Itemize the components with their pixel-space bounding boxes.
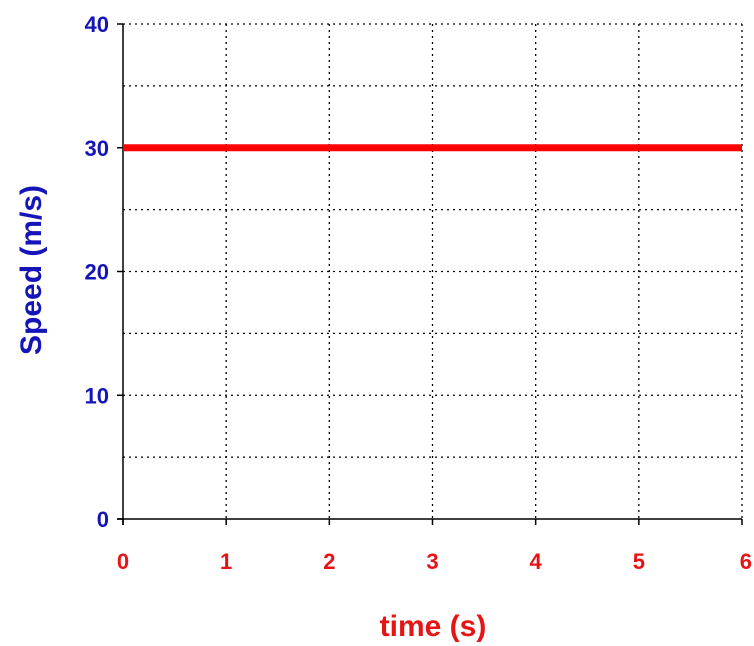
y-tick-label: 0 (97, 507, 109, 532)
y-tick-label: 40 (85, 12, 109, 37)
x-tick-label: 5 (633, 549, 645, 574)
tick-labels: 0 10 20 30 40 0 1 2 3 4 5 6 (85, 12, 752, 574)
x-tick-label: 3 (426, 549, 438, 574)
x-tick-label: 2 (323, 549, 335, 574)
x-tick-label: 1 (220, 549, 232, 574)
y-tick-label: 30 (85, 136, 109, 161)
axes (117, 23, 743, 525)
x-axis-title: time (s) (380, 610, 487, 643)
x-tick-label: 4 (530, 549, 543, 574)
y-axis-title: Speed (m/s) (15, 185, 48, 355)
y-tick-label: 10 (85, 383, 109, 408)
x-tick-label: 6 (740, 549, 752, 574)
grid-lines (123, 23, 743, 519)
x-tick-label: 0 (117, 549, 129, 574)
y-tick-label: 20 (85, 260, 109, 285)
